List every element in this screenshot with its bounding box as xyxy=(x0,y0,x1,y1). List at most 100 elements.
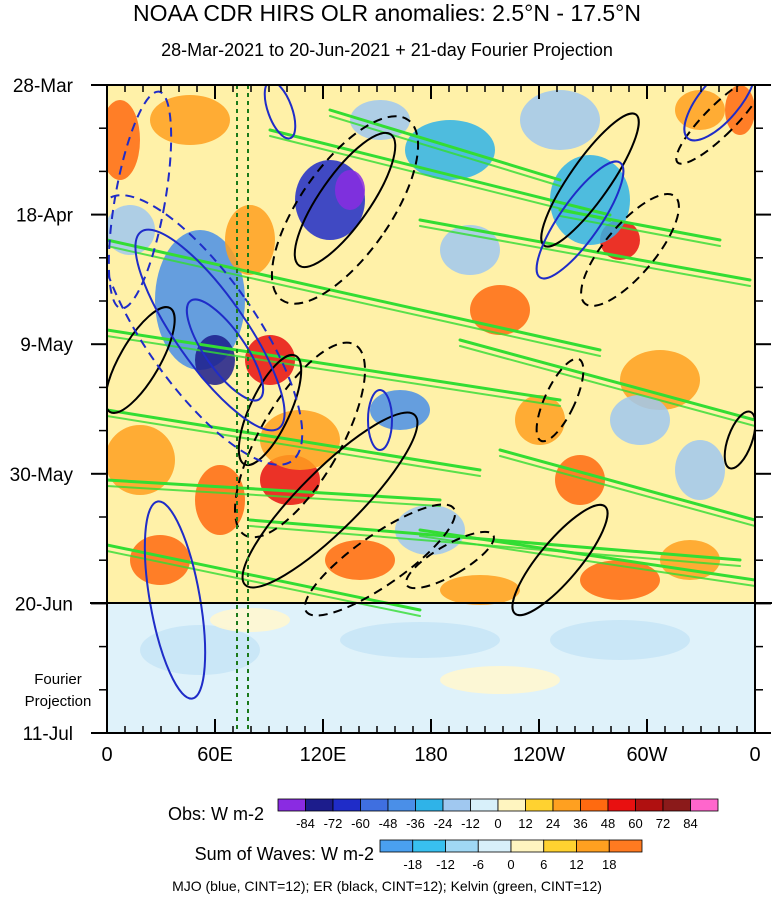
x-tick-label: 120W xyxy=(513,744,565,766)
obs-colorbar-level-label: -36 xyxy=(406,816,425,831)
kelvin-wave-contour xyxy=(329,115,561,187)
kelvin-wave-contour xyxy=(248,518,742,562)
waves-colorbar-level-label: 12 xyxy=(569,857,583,872)
obs-colorbar-level-label: 60 xyxy=(628,816,642,831)
kelvin-wave-contour xyxy=(269,135,611,222)
er-wave-contour xyxy=(540,112,640,248)
obs-colorbar-swatch xyxy=(415,798,444,812)
olr-anomaly-patch xyxy=(675,440,725,500)
er-wave-contour xyxy=(270,115,420,305)
olr-anomaly-patch xyxy=(515,395,565,445)
kelvin-wave-contour xyxy=(458,338,755,422)
er-wave-contour xyxy=(234,341,366,539)
mjo-wave-contour xyxy=(107,194,304,466)
olr-anomaly-patch xyxy=(675,90,725,130)
olr-anomaly-patch xyxy=(470,285,530,335)
mjo-wave-contour xyxy=(367,389,393,451)
obs-colorbar-swatch xyxy=(525,798,554,812)
kelvin-wave-contour xyxy=(418,218,752,282)
x-tick-label: 0 xyxy=(749,744,760,766)
kelvin-wave-contour xyxy=(107,328,562,402)
waves-colorbar-title: Sum of Waves: W m-2 xyxy=(195,844,374,864)
er-wave-contour xyxy=(580,193,680,307)
kelvin-wave-contour xyxy=(107,245,601,357)
kelvin-wave-contour xyxy=(498,448,755,522)
waves-colorbar-level-label: -12 xyxy=(436,857,455,872)
olr-anomaly-patch xyxy=(150,95,230,145)
olr-anomaly-patch xyxy=(550,155,630,245)
olr-anomaly-patch xyxy=(580,560,660,600)
olr-anomaly-patch xyxy=(660,540,720,580)
obs-colorbar-level-label: 48 xyxy=(601,816,615,831)
olr-anomaly-patch xyxy=(107,425,175,495)
waves-colorbar-swatch xyxy=(477,839,512,853)
projection-anomaly-patch xyxy=(140,625,260,675)
waves-colorbar-swatch xyxy=(379,839,414,853)
kelvin-wave-contour xyxy=(499,455,755,527)
projection-anomaly-patch xyxy=(440,666,560,694)
er-wave-contour xyxy=(675,85,755,165)
obs-colorbar-level-label: 0 xyxy=(494,816,501,831)
olr-anomaly-patch xyxy=(225,205,275,275)
er-wave-contour xyxy=(405,530,495,590)
projection-anomaly-patch xyxy=(340,622,500,658)
obs-colorbar-level-label: -48 xyxy=(379,816,398,831)
y-tick-label: 28-Mar xyxy=(13,76,74,97)
y-tick-label: 30-May xyxy=(10,465,74,486)
kelvin-wave-contour xyxy=(558,208,722,242)
kelvin-wave-contour xyxy=(107,415,481,477)
projection-label: Fourier xyxy=(34,671,82,688)
y-tick-label: 20-Jun xyxy=(15,594,73,615)
x-tick-label: 0 xyxy=(101,744,112,766)
obs-colorbar-swatch xyxy=(497,798,526,812)
kelvin-wave-contour xyxy=(107,543,422,612)
er-wave-contour xyxy=(511,503,609,617)
olr-anomaly-patch xyxy=(195,465,245,535)
olr-field xyxy=(107,85,755,733)
waves-colorbar-swatch xyxy=(445,839,479,853)
kelvin-wave-contour xyxy=(107,408,482,472)
obs-colorbar-swatch xyxy=(552,798,581,812)
olr-anomaly-patch xyxy=(555,455,605,505)
mjo-wave-contour xyxy=(535,160,625,280)
kelvin-wave-contour xyxy=(249,525,741,567)
olr-anomaly-patch xyxy=(520,90,600,150)
obs-colorbar-swatch xyxy=(277,798,306,812)
obs-colorbar-level-label: -72 xyxy=(324,816,343,831)
obs-colorbar-swatch xyxy=(305,798,334,812)
mjo-wave-contour xyxy=(143,500,207,700)
obs-colorbar-swatch xyxy=(470,798,499,812)
y-tick-label: 9-May xyxy=(20,335,73,356)
mjo-wave-contour xyxy=(683,85,755,142)
waves-colorbar-swatch xyxy=(576,839,610,853)
waves-colorbar-swatch xyxy=(608,839,643,853)
er-wave-contour xyxy=(535,357,585,443)
x-tick-label: 60E xyxy=(197,744,233,766)
kelvin-wave-contour xyxy=(107,238,602,352)
obs-colorbar-swatch xyxy=(580,798,609,812)
obs-colorbar-swatch xyxy=(607,798,636,812)
mjo-wave-contour xyxy=(107,90,173,310)
obs-colorbar-level-label: 36 xyxy=(573,816,587,831)
waves-colorbar-level-label: 0 xyxy=(507,857,514,872)
wave-legend-footer: MJO (blue, CINT=12); ER (black, CINT=12)… xyxy=(172,878,602,894)
kelvin-wave-contour xyxy=(107,485,441,507)
waves-colorbar-swatch xyxy=(543,839,577,853)
obs-colorbar-swatch xyxy=(332,798,361,812)
kelvin-wave-contour xyxy=(107,335,561,407)
obs-colorbar-level-label: -84 xyxy=(296,816,315,831)
olr-anomaly-patch xyxy=(335,170,365,210)
obs-colorbar-level-label: -60 xyxy=(351,816,370,831)
mjo-wave-contour xyxy=(185,298,265,402)
x-tick-label: 60W xyxy=(626,744,667,766)
olr-anomaly-patch xyxy=(610,395,670,445)
chart-subtitle: 28-Mar-2021 to 20-Jun-2021 + 21-day Four… xyxy=(161,40,613,60)
kelvin-wave-contour xyxy=(559,215,721,247)
obs-colorbar-title: Obs: W m-2 xyxy=(168,804,264,824)
y-tick-label: 11-Jul xyxy=(23,724,73,745)
olr-anomaly-patch xyxy=(370,390,430,430)
waves-colorbar-level-label: 6 xyxy=(540,857,547,872)
kelvin-wave-contour xyxy=(328,108,562,182)
projection-label: Projection xyxy=(25,693,92,710)
